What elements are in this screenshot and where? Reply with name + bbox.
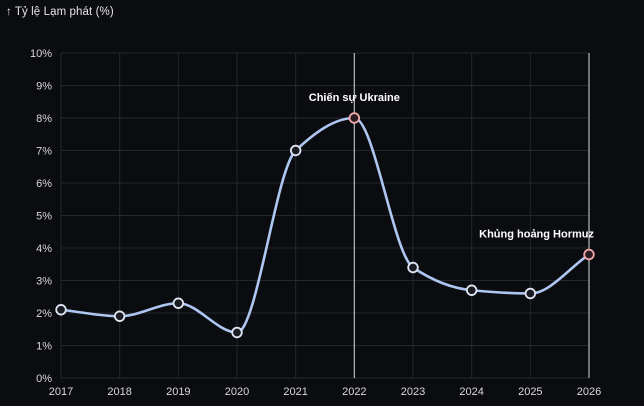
data-point	[289, 144, 302, 157]
x-tick-label: 2019	[166, 386, 190, 398]
x-tick-label: 2025	[518, 386, 542, 398]
x-tick-label: 2026	[577, 386, 601, 398]
x-tick-label: 2021	[283, 386, 307, 398]
data-point	[407, 261, 419, 274]
series-line	[60, 116, 590, 334]
y-tick-label: 1%	[36, 341, 52, 353]
y-tick-label: 9%	[36, 81, 52, 93]
y-tick-label: 5%	[36, 211, 52, 223]
x-tick-label: 2020	[225, 386, 249, 398]
data-point	[172, 297, 185, 309]
highlight-point	[583, 248, 595, 261]
y-tick-label: 4%	[36, 243, 52, 255]
x-tick-label: 2022	[342, 386, 366, 398]
y-axis-title: ↑ Tỷ lệ Lạm phát (%)	[6, 6, 114, 18]
up-arrow-icon: ↑	[6, 6, 12, 18]
y-tick-label: 2%	[36, 308, 52, 320]
x-tick-label: 2017	[49, 386, 73, 398]
y-tick-label: 0%	[36, 373, 52, 385]
y-tick-label: 8%	[36, 113, 52, 125]
data-point	[524, 287, 537, 300]
highlight-point	[348, 112, 361, 124]
y-tick-label: 7%	[36, 146, 52, 158]
annotation-label: Khủng hoảng Hormuz	[479, 229, 594, 241]
y-tick-label: 6%	[36, 178, 52, 190]
x-tick-label: 2018	[107, 386, 131, 398]
annotation-label: Chiến sự Ukraine	[309, 92, 400, 104]
data-point	[231, 326, 243, 339]
y-axis-title-text: Tỷ lệ Lạm phát (%)	[14, 6, 114, 18]
y-tick-label: 10%	[30, 48, 52, 60]
data-point	[465, 284, 478, 296]
data-point	[113, 310, 126, 322]
x-tick-label: 2024	[459, 386, 483, 398]
data-point	[55, 304, 67, 316]
y-tick-label: 3%	[36, 276, 52, 288]
x-tick-label: 2023	[401, 386, 425, 398]
